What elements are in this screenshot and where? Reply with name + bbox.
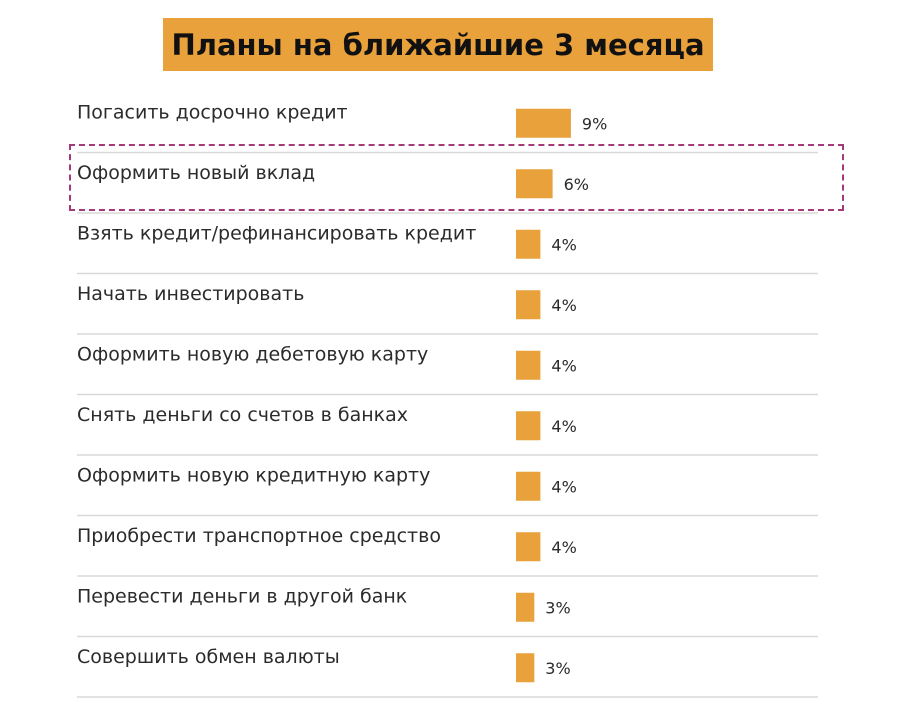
category-label: Оформить новый вклад (77, 162, 315, 184)
category-label: Взять кредит/рефинансировать кредит (77, 222, 476, 244)
value-label: 9% (582, 114, 607, 133)
value-label: 3% (545, 659, 570, 678)
category-label: Оформить новую кредитную карту (77, 464, 430, 486)
category-label: Снять деньги со счетов в банках (77, 404, 408, 426)
value-label: 3% (545, 598, 570, 617)
category-label: Совершить обмен валюты (77, 646, 340, 668)
category-label: Перевести деньги в другой банк (77, 585, 407, 607)
category-label: Начать инвестировать (77, 283, 304, 305)
chart-title: Планы на ближайшие 3 месяца (171, 27, 705, 62)
bar (516, 169, 553, 199)
bar (516, 532, 541, 562)
value-label: 4% (551, 356, 576, 375)
bar (516, 350, 541, 380)
value-label: 4% (551, 538, 576, 557)
bar (516, 592, 535, 622)
category-label: Приобрести транспортное средство (77, 525, 441, 547)
value-label: 4% (551, 417, 576, 436)
category-label: Оформить новую дебетовую карту (77, 343, 428, 365)
value-label: 4% (551, 477, 576, 496)
bar (516, 229, 541, 259)
highlight-frame (69, 144, 844, 211)
bar (516, 653, 535, 683)
category-label: Погасить досрочно кредит (77, 101, 348, 123)
value-label: 4% (551, 235, 576, 254)
bar (516, 411, 541, 441)
bar (516, 290, 541, 320)
value-label: 6% (564, 175, 589, 194)
bar (516, 108, 571, 138)
bar (516, 471, 541, 501)
value-label: 4% (551, 296, 576, 315)
chart-title-banner: Планы на ближайшие 3 месяца (163, 18, 713, 71)
